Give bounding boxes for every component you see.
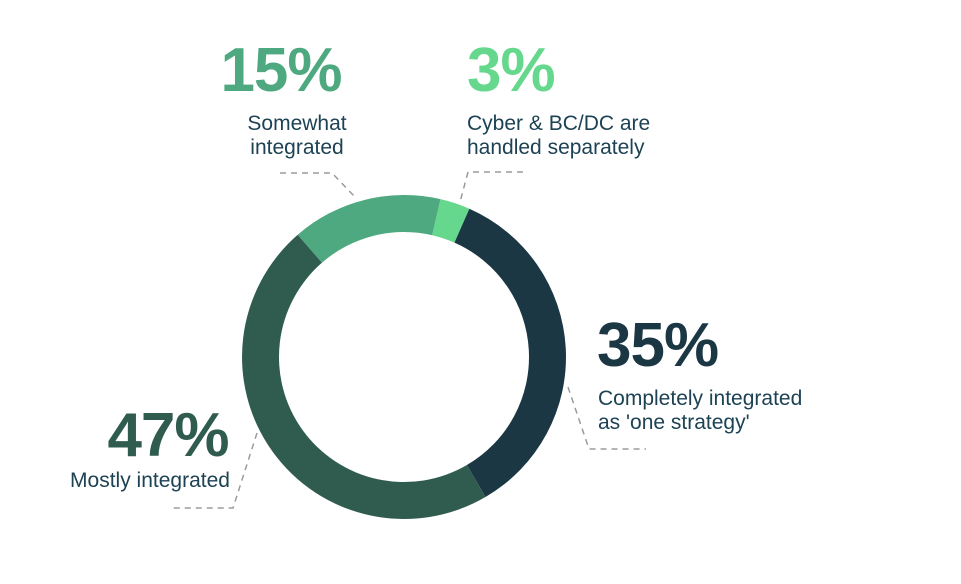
leader-line-completely-integrated bbox=[567, 386, 646, 450]
segment-label-line: integrated bbox=[250, 136, 344, 159]
segment-label-mostly-integrated: Mostly integrated bbox=[60, 469, 240, 493]
donut-segments-group bbox=[242, 194, 566, 519]
donut-segment-somewhat bbox=[297, 194, 441, 263]
percent-value-handled-separately: 3% bbox=[467, 36, 556, 105]
donut-segment-separately bbox=[432, 199, 470, 243]
percent-value-somewhat-integrated: 15% bbox=[220, 36, 342, 105]
percent-value-completely-integrated: 35% bbox=[597, 311, 719, 380]
segment-label-line: as 'one strategy' bbox=[598, 411, 750, 434]
leader-line-handled-separately bbox=[459, 171, 523, 203]
segment-label-line: Somewhat bbox=[247, 112, 347, 135]
donut-segment-completely bbox=[454, 208, 566, 498]
segment-label-somewhat-integrated: Somewhat integrated bbox=[217, 112, 377, 160]
segment-label-line: Mostly integrated bbox=[70, 469, 230, 492]
donut-segment-mostly bbox=[242, 234, 486, 519]
segment-label-line: Cyber & BC/DC are bbox=[467, 112, 651, 135]
segment-label-handled-separately: Cyber & BC/DC are handled separately bbox=[467, 112, 697, 160]
segment-label-line: handled separately bbox=[467, 136, 645, 159]
segment-label-completely-integrated: Completely integrated as 'one strategy' bbox=[598, 387, 838, 435]
percent-value-mostly-integrated: 47% bbox=[107, 401, 229, 470]
segment-label-line: Completely integrated bbox=[598, 387, 803, 410]
leader-line-mostly-integrated bbox=[173, 432, 258, 509]
leader-line-somewhat-integrated bbox=[280, 172, 356, 198]
